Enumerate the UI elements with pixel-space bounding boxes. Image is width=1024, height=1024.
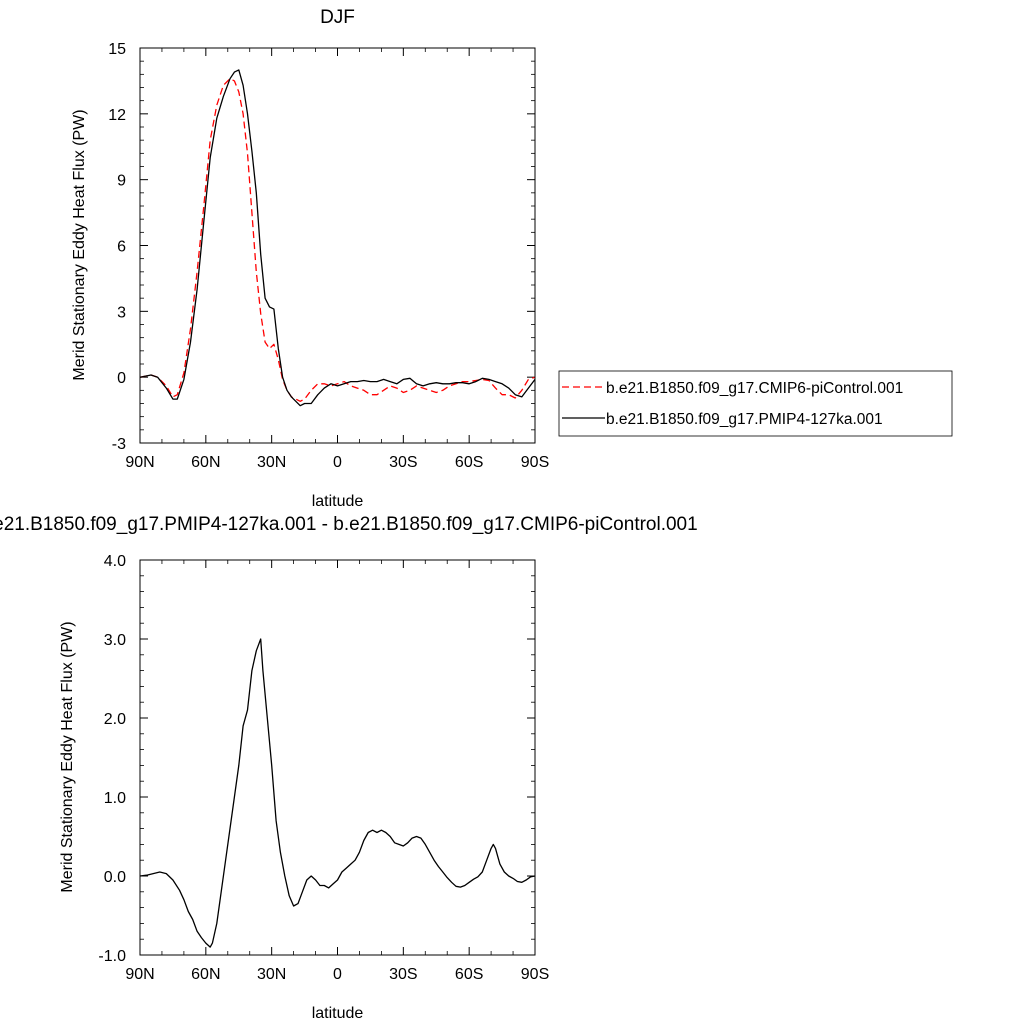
bottom-ytick-label-2: 1.0 [104, 790, 126, 807]
bottom-chart-xtick-labels: 90N 60N 30N 0 30S 60S 90S [125, 966, 549, 983]
top-series-line-1 [139, 69, 536, 407]
top-xtick-label-5: 60S [455, 454, 483, 471]
top-chart-series [139, 69, 536, 407]
top-ytick-label-3: 6 [117, 239, 126, 256]
bottom-chart-series [139, 638, 536, 948]
top-ytick-label-1: 0 [117, 370, 126, 387]
top-chart-title: DJF [320, 7, 355, 28]
bottom-series-line-0 [139, 638, 536, 948]
bottom-chart-title: b.e21.B1850.f09_g17.PMIP4-127ka.001 - b.… [0, 514, 698, 535]
bottom-xtick-label-0: 90N [125, 966, 154, 983]
bottom-ytick-label-1: 0.0 [104, 869, 126, 886]
bottom-xtick-label-6: 90S [521, 966, 549, 983]
top-xtick-label-0: 90N [125, 454, 154, 471]
top-chart-ylabel: Merid Stationary Eddy Heat Flux (PW) [71, 109, 88, 380]
bottom-chart-ytick-labels: -1.0 0.0 1.0 2.0 3.0 4.0 [98, 553, 126, 965]
bottom-chart-plot-frame [139, 559, 536, 956]
top-xtick-label-4: 30S [389, 454, 417, 471]
legend-label-127ka: b.e21.B1850.f09_g17.PMIP4-127ka.001 [606, 411, 883, 428]
top-xtick-label-1: 60N [191, 454, 220, 471]
bottom-ytick-label-4: 3.0 [104, 632, 126, 649]
legend-box [558, 370, 953, 437]
top-ytick-label-6: 15 [108, 41, 126, 58]
bottom-xtick-label-2: 30N [257, 966, 286, 983]
bottom-xtick-label-4: 30S [389, 966, 417, 983]
chart-legend: b.e21.B1850.f09_g17.CMIP6-piControl.001 … [558, 370, 953, 437]
bottom-chart-panel: b.e21.B1850.f09_g17.PMIP4-127ka.001 - b.… [0, 514, 698, 1022]
top-chart-plot-frame [139, 47, 536, 444]
bottom-xtick-label-3: 0 [333, 966, 342, 983]
bottom-chart-ylabel: Merid Stationary Eddy Heat Flux (PW) [59, 621, 76, 892]
top-xtick-label-3: 0 [333, 454, 342, 471]
top-chart-xtick-labels: 90N 60N 30N 0 30S 60S 90S [125, 454, 549, 471]
top-ytick-label-2: 3 [117, 304, 126, 321]
top-series-line-0 [139, 78, 536, 402]
bottom-ytick-label-3: 2.0 [104, 711, 126, 728]
bottom-ytick-label-0: -1.0 [98, 948, 126, 965]
top-ytick-label-0: -3 [112, 436, 126, 453]
top-xtick-label-2: 30N [257, 454, 286, 471]
bottom-xtick-label-1: 60N [191, 966, 220, 983]
top-chart-panel: DJF Merid Stationary Eddy Heat Flux (PW)… [71, 7, 549, 510]
top-ytick-label-4: 9 [117, 173, 126, 190]
top-xtick-label-6: 90S [521, 454, 549, 471]
bottom-chart-grid-ticks [139, 559, 536, 956]
top-chart-ytick-labels: -3 0 3 6 9 12 15 [108, 41, 126, 453]
bottom-chart-xlabel: latitude [312, 1005, 364, 1022]
bottom-xtick-label-5: 60S [455, 966, 483, 983]
bottom-ytick-label-5: 4.0 [104, 553, 126, 570]
legend-label-piControl: b.e21.B1850.f09_g17.CMIP6-piControl.001 [606, 380, 903, 397]
top-chart-xlabel: latitude [312, 493, 364, 510]
top-ytick-label-5: 12 [108, 107, 126, 124]
